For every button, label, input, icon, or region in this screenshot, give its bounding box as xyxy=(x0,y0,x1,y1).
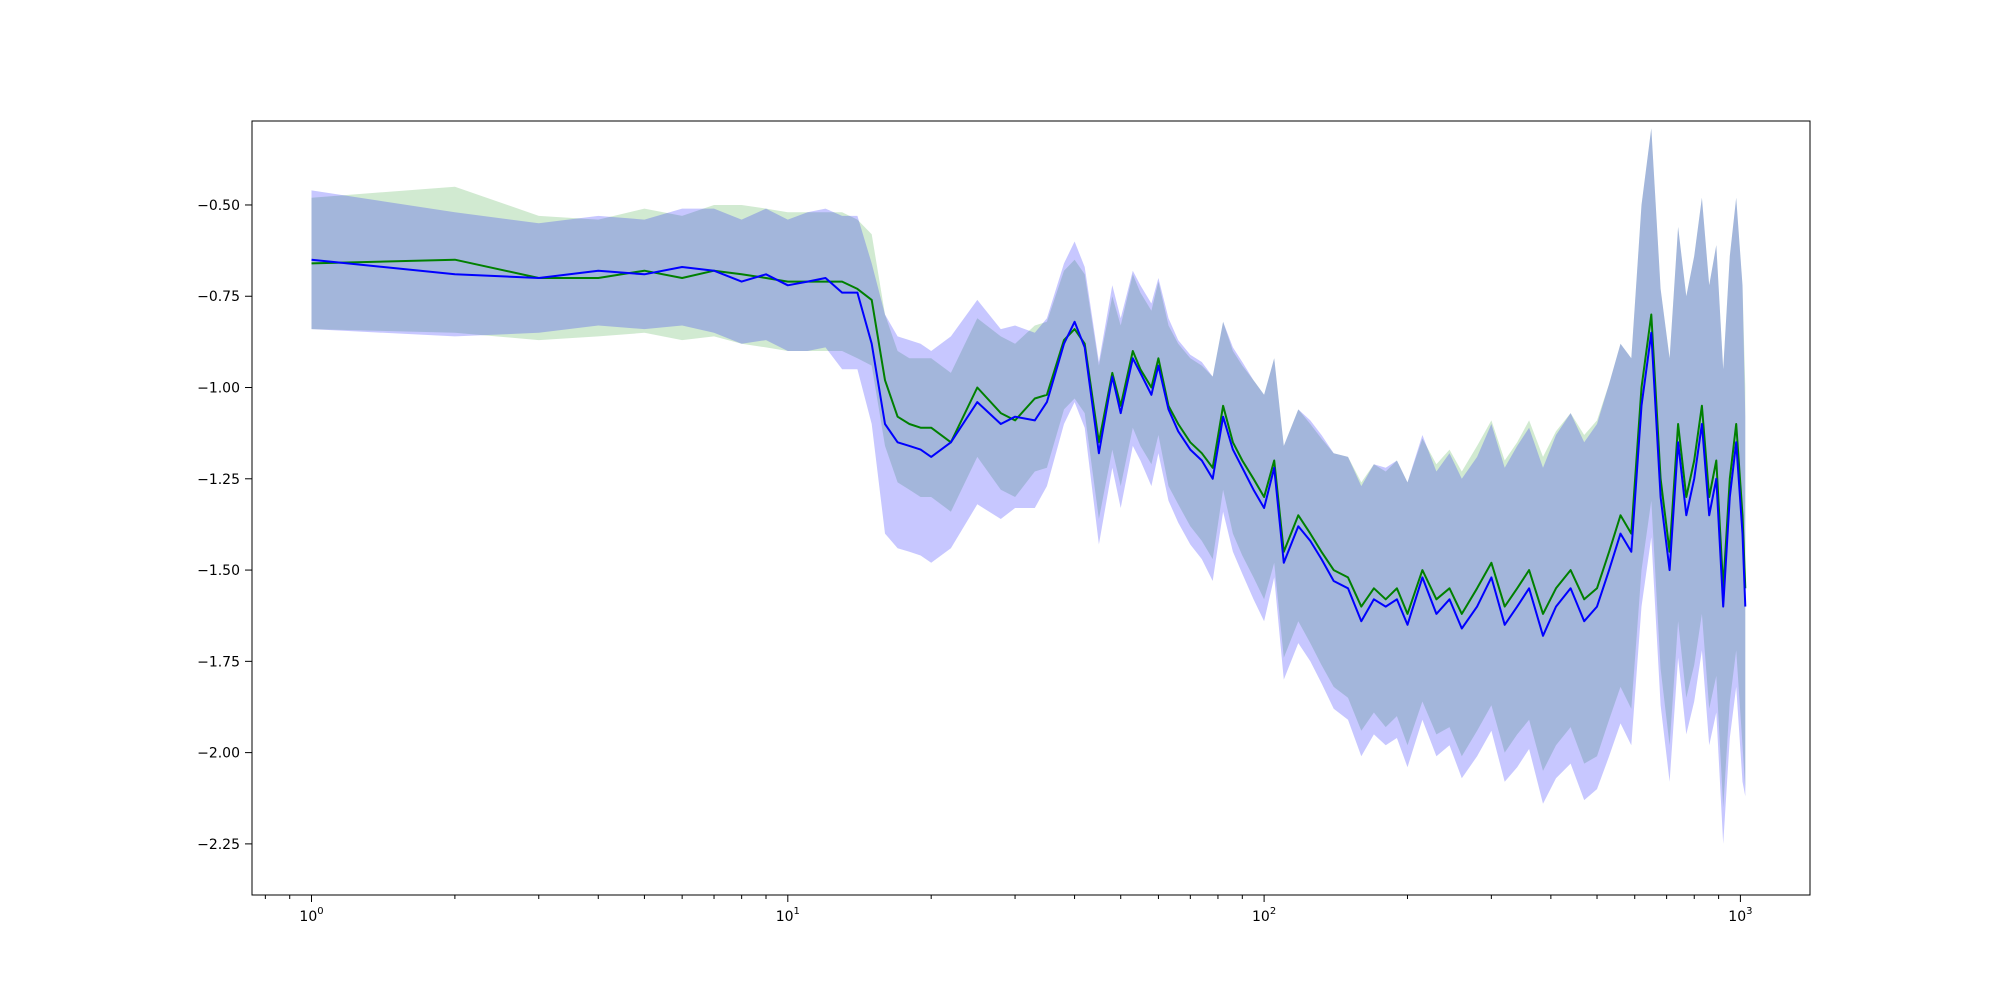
series-2-band xyxy=(311,128,1746,844)
x-tick-label: 101 xyxy=(776,906,800,925)
x-tick-label-base: 10 xyxy=(776,909,794,925)
x-tick-label-base: 10 xyxy=(1728,909,1746,925)
x-tick-label-exponent: 0 xyxy=(317,906,323,917)
confidence-bands xyxy=(311,128,1746,844)
x-tick-label-exponent: 3 xyxy=(1746,906,1752,917)
plot-area xyxy=(252,121,1810,895)
y-tick-label: −0.75 xyxy=(197,289,240,305)
plot-frame xyxy=(251,120,1811,896)
x-tick-label: 102 xyxy=(1252,906,1276,925)
series-2-line xyxy=(311,258,1747,637)
y-tick-label: −1.50 xyxy=(197,563,240,579)
y-tick-label: −1.00 xyxy=(197,381,240,397)
x-tick-label-base: 10 xyxy=(299,909,317,925)
y-tick-label: −1.75 xyxy=(197,654,240,670)
x-tick-label-base: 10 xyxy=(1252,909,1270,925)
series-1-line xyxy=(311,258,1747,615)
x-tick-label-exponent: 1 xyxy=(794,906,800,917)
y-axis: −0.50 −0.75 −1.00 −1.25 −1.50 −1.75 −2.00 −2.25 xyxy=(197,198,252,853)
y-tick-label: −0.50 xyxy=(197,198,240,214)
x-tick-label: 100 xyxy=(299,906,323,925)
series-1-band xyxy=(311,128,1746,808)
x-axis: 100 101 102 103 xyxy=(264,895,1753,925)
x-tick-label: 103 xyxy=(1728,906,1752,925)
y-tick-label: −2.25 xyxy=(197,837,240,853)
y-tick-label: −2.00 xyxy=(197,746,240,762)
y-tick-label: −1.25 xyxy=(197,472,240,488)
x-tick-label-exponent: 2 xyxy=(1270,906,1276,917)
series-lines xyxy=(311,258,1747,637)
